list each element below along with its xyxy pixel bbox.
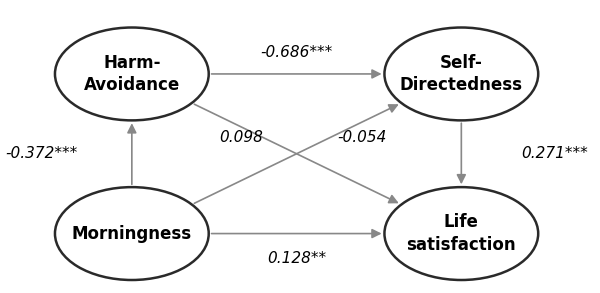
Ellipse shape bbox=[55, 28, 209, 120]
Text: Self-
Directedness: Self- Directedness bbox=[400, 54, 523, 94]
Text: -0.686***: -0.686*** bbox=[260, 45, 333, 60]
Text: 0.098: 0.098 bbox=[220, 130, 263, 145]
Text: Harm-
Avoidance: Harm- Avoidance bbox=[84, 54, 180, 94]
Ellipse shape bbox=[55, 187, 209, 280]
Text: 0.128**: 0.128** bbox=[267, 251, 326, 266]
Text: Morningness: Morningness bbox=[72, 224, 192, 243]
Ellipse shape bbox=[385, 28, 538, 120]
Text: -0.054: -0.054 bbox=[338, 130, 387, 145]
Text: Life
satisfaction: Life satisfaction bbox=[407, 214, 516, 254]
Text: -0.372***: -0.372*** bbox=[5, 146, 77, 161]
Ellipse shape bbox=[385, 187, 538, 280]
Text: 0.271***: 0.271*** bbox=[521, 146, 588, 161]
